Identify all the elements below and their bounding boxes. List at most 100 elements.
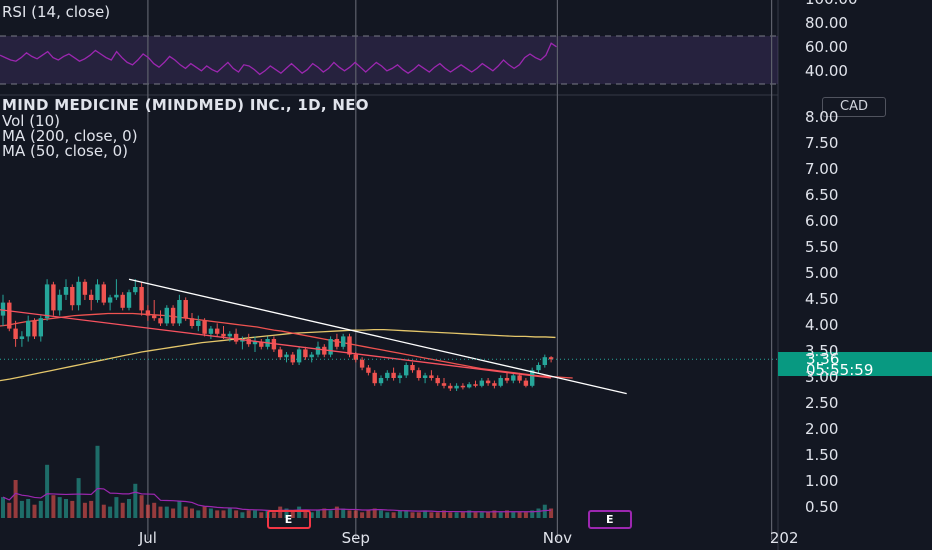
volume-bar xyxy=(303,510,308,518)
indicator-ma50[interactable]: MA (50, close, 0) xyxy=(2,142,129,160)
volume-bar xyxy=(284,508,289,518)
candle-body xyxy=(334,339,340,347)
candle-body xyxy=(366,367,371,373)
candle-body xyxy=(416,370,421,378)
candle-body xyxy=(322,346,327,355)
volume-bar xyxy=(297,506,302,518)
indicator-volume[interactable]: Vol (10) xyxy=(2,112,61,130)
candle-body xyxy=(196,320,201,326)
candle-body xyxy=(32,320,37,337)
volume-bar xyxy=(334,506,339,518)
candle-body xyxy=(57,294,62,311)
volume-bar xyxy=(278,506,283,518)
price-tick-label: 7.50 xyxy=(805,134,839,152)
volume-bar xyxy=(45,464,50,518)
bar-countdown: 05:55:59 xyxy=(806,361,874,379)
candle-body xyxy=(548,357,554,360)
candle-body xyxy=(227,333,232,337)
candle-body xyxy=(63,287,69,295)
candle-body xyxy=(315,346,321,355)
volume-bar xyxy=(196,510,201,518)
earnings-marker[interactable]: E xyxy=(266,510,311,529)
candle-body xyxy=(296,349,302,363)
volume-bar xyxy=(1,497,5,518)
volume-bar xyxy=(158,506,163,518)
candle-body xyxy=(404,365,409,376)
volume-bar xyxy=(549,508,554,518)
volume-bar xyxy=(171,508,176,518)
volume-bar xyxy=(114,497,119,518)
volume-bar xyxy=(70,500,75,518)
volume-bar xyxy=(410,512,415,518)
candle-body xyxy=(233,333,239,342)
price-tick-label: 0.50 xyxy=(805,498,839,516)
volume-bar xyxy=(164,506,169,518)
candle-body xyxy=(70,287,75,306)
volume-bar xyxy=(435,512,440,518)
candle-body xyxy=(95,284,100,300)
candle-body xyxy=(372,372,377,384)
indicator-ma200[interactable]: MA (200, close, 0) xyxy=(2,127,138,145)
trendline xyxy=(128,278,627,395)
price-tick-label: 5.00 xyxy=(805,264,839,282)
volume-bar xyxy=(190,508,194,518)
volume-bar xyxy=(26,499,31,518)
candle-body xyxy=(467,384,472,388)
currency-badge[interactable]: CAD xyxy=(822,97,886,117)
volume-bar xyxy=(101,504,106,518)
volume-bar xyxy=(246,510,251,518)
volume-bar xyxy=(127,499,131,518)
volume-bar xyxy=(429,512,434,518)
volume-bar xyxy=(322,508,327,518)
candle-body xyxy=(246,339,251,345)
rsi-line xyxy=(0,42,557,76)
volume-bar xyxy=(316,510,320,518)
price-tick-label: 1.00 xyxy=(805,472,839,490)
volume-bar xyxy=(353,510,358,518)
candle-body xyxy=(397,375,403,378)
candle-body xyxy=(252,341,258,345)
volume-bar xyxy=(76,478,81,518)
candle-body xyxy=(208,328,214,334)
candle-body xyxy=(44,284,50,319)
candle-body xyxy=(410,365,415,371)
candle-body xyxy=(309,354,314,358)
volume-bar xyxy=(208,508,213,518)
rsi-tick-label: 80.00 xyxy=(805,14,848,32)
price-tick-label: 2.00 xyxy=(805,420,839,438)
price-tick-label: 7.00 xyxy=(805,160,839,178)
ma200-line xyxy=(0,328,556,382)
candle-body xyxy=(485,380,491,384)
volume-bar xyxy=(51,495,56,518)
candle-body xyxy=(177,300,182,324)
volume-bar xyxy=(523,512,528,518)
candle-body xyxy=(284,354,289,358)
candle-body xyxy=(429,375,434,378)
volume-bar xyxy=(259,512,264,518)
time-tick-label: Jul xyxy=(138,529,157,547)
volume-bar xyxy=(139,495,144,518)
volume-bar xyxy=(328,510,333,518)
volume-bar xyxy=(473,512,478,518)
candle-body xyxy=(448,385,453,389)
candle-body xyxy=(454,385,459,389)
earnings-marker[interactable]: E xyxy=(587,510,632,529)
candle-body xyxy=(133,287,138,293)
rsi-tick-label: 40.00 xyxy=(805,62,848,80)
volume-bar xyxy=(38,500,43,518)
volume-bar xyxy=(467,510,472,518)
volume-bar xyxy=(492,510,497,518)
volume-bar xyxy=(215,510,220,518)
trendline xyxy=(0,309,552,379)
price-tick-label: 8.00 xyxy=(805,108,839,126)
candle-body xyxy=(328,339,333,355)
candle-body xyxy=(492,383,497,386)
candle-body xyxy=(158,318,163,324)
candle-body xyxy=(435,378,440,384)
volume-bar xyxy=(82,502,87,518)
symbol-title[interactable]: MIND MEDICINE (MINDMED) INC., 1D, NEO xyxy=(2,96,369,114)
candle-body xyxy=(7,302,12,329)
volume-bar xyxy=(372,508,377,518)
volume-bar xyxy=(13,480,18,518)
